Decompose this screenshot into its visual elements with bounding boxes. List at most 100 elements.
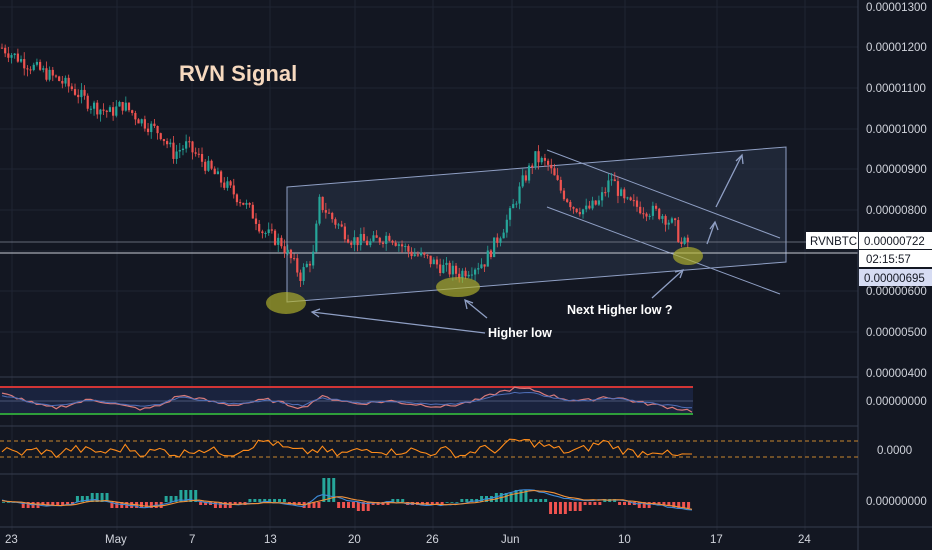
macd-histogram-bar (263, 499, 267, 502)
candle-body (512, 204, 515, 209)
osc2-line (1, 438, 692, 459)
candle-body (146, 128, 150, 133)
macd-histogram-bar (534, 499, 538, 502)
candle-body (318, 196, 321, 224)
candle-body (200, 154, 204, 162)
candle-body (454, 265, 458, 274)
ascending-channel[interactable] (286, 146, 787, 303)
macd-histogram-bar (445, 502, 449, 503)
candle-body (521, 175, 524, 187)
descending-channel-upper[interactable] (546, 149, 781, 239)
macd-histogram-bar (51, 502, 55, 505)
macd-line (1, 489, 693, 511)
symbol-tag[interactable] (806, 232, 858, 249)
low-highlight-1[interactable] (266, 292, 306, 314)
candle-body (235, 194, 239, 203)
candle-body (83, 89, 86, 96)
descending-channel-lower[interactable] (546, 206, 781, 295)
crosshair-price-tag[interactable] (859, 269, 932, 286)
candle-body (464, 270, 467, 277)
candle-body (226, 181, 229, 188)
candle-body (483, 264, 486, 267)
annotation-arrows (310, 153, 744, 334)
candle-body (293, 258, 296, 260)
candle-body (645, 213, 648, 217)
macd-histogram-bar (149, 502, 153, 508)
candle-body (391, 240, 394, 243)
price-tick: 0.00001200 (866, 42, 927, 54)
candle-body (686, 237, 689, 243)
candle-body (137, 119, 140, 124)
candle-body (242, 202, 245, 205)
macd-histogram-bar (342, 502, 346, 508)
macd-histogram-bar (189, 490, 193, 502)
candle-body (505, 219, 508, 233)
macd-histogram-bar (218, 502, 222, 508)
candle-body (578, 212, 581, 215)
last-price-tag[interactable] (859, 232, 932, 249)
macd-histogram-bar (637, 502, 641, 508)
candle-body (359, 233, 362, 246)
candle-body (534, 151, 537, 168)
candle-body (251, 204, 254, 219)
candle-body (258, 223, 261, 232)
price-axis[interactable]: 0.00001300 0.00001200 0.00001100 0.00001… (866, 2, 927, 380)
macd-histogram-bar (213, 502, 217, 508)
higher-low-label: Higher low (488, 326, 552, 340)
candle-body (80, 89, 83, 98)
macd-histogram-bar (450, 502, 454, 503)
macd-histogram-bar (80, 496, 84, 502)
candle-body (575, 208, 578, 213)
macd-histogram-bar (238, 502, 242, 505)
date-tick: 24 (798, 534, 811, 546)
candle-body (92, 102, 96, 109)
candle-body (674, 218, 677, 221)
macd-histogram-bar (75, 496, 79, 502)
candle-body (337, 224, 340, 226)
macd-histogram-bar (627, 502, 631, 505)
date-axis[interactable]: 23 May 7 13 20 26 Jun 10 17 24 (5, 534, 811, 546)
macd-histogram-bar (66, 502, 70, 505)
candle-body (524, 175, 527, 181)
countdown-value: 02:15:57 (866, 254, 911, 266)
candle-body (45, 68, 48, 80)
macd-histogram-bar (332, 478, 336, 502)
low-highlight-3[interactable] (673, 247, 703, 265)
candle-body (150, 123, 153, 133)
macd-histogram-bar (322, 478, 326, 502)
date-tick: Jun (501, 534, 520, 546)
candle-body (175, 151, 178, 159)
macd-histogram-bar (85, 496, 89, 502)
candle-body (435, 259, 439, 265)
candle-body (39, 61, 42, 70)
candle-body (64, 77, 67, 84)
candle-body (334, 219, 337, 225)
candle-body (54, 75, 58, 77)
candle-body (588, 205, 591, 209)
candle-body (489, 250, 493, 258)
macd-histogram-bar (539, 499, 543, 502)
candle-body (162, 139, 166, 142)
macd-histogram-bar (514, 490, 518, 502)
candle-body (115, 106, 118, 116)
macd-histogram-bar (204, 502, 208, 505)
candle-body (553, 168, 556, 176)
candle-body (108, 107, 112, 112)
price-tick: 0.00000500 (866, 327, 927, 339)
low-highlight-2[interactable] (436, 277, 480, 297)
candle-body (664, 216, 667, 225)
candle-body (280, 237, 283, 247)
candle-body (73, 89, 77, 95)
candle-body (562, 190, 566, 200)
candle-body (210, 160, 213, 169)
macd-histogram-bar (41, 502, 45, 505)
macd-histogram-bar (110, 502, 114, 508)
candle-body (315, 223, 318, 252)
candle-body (540, 157, 543, 163)
candle-body (597, 200, 600, 205)
candle-body (502, 232, 505, 239)
candle-body (127, 102, 131, 111)
macd-histogram-bar (120, 502, 124, 508)
macd-histogram-bar (396, 499, 400, 502)
